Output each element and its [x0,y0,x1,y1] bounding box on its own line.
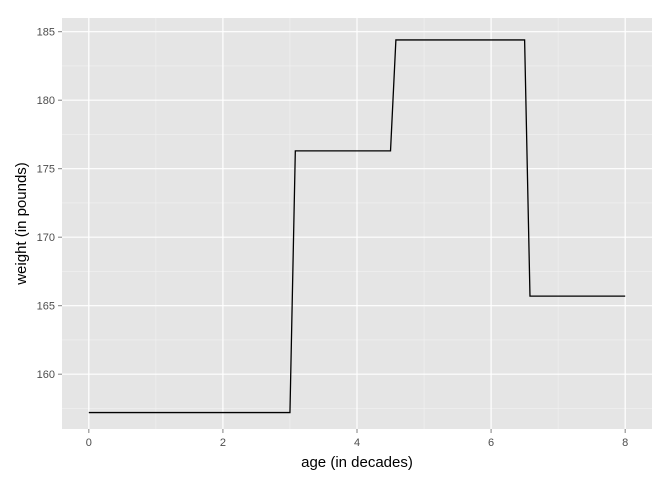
y-tick-label: 160 [37,369,55,381]
x-tick-label: 2 [220,437,226,449]
y-tick-label: 175 [37,164,55,176]
major-gridlines [62,18,652,429]
series-layer [88,39,626,414]
y-tick-label: 180 [37,95,55,107]
x-tick-label: 8 [622,437,628,449]
x-axis-title: age (in decades) [301,454,413,471]
y-tick-label: 170 [37,232,55,244]
x-tick-label: 4 [354,437,360,449]
y-axis-title: weight (in pounds) [13,162,30,286]
y-tick-label: 185 [37,27,55,39]
x-tick-label: 0 [86,437,92,449]
x-axis-ticks: 0 2 4 6 8 [86,429,628,449]
y-axis-ticks: 160 165 170 175 180 185 [37,27,62,381]
series-line [88,39,626,414]
x-tick-label: 6 [488,437,494,449]
y-tick-label: 165 [37,301,55,313]
